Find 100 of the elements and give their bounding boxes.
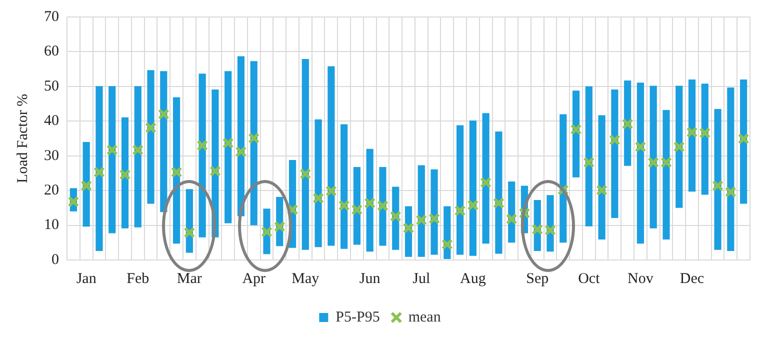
point <box>80 180 92 192</box>
bar <box>676 86 683 208</box>
bar <box>714 108 722 250</box>
point <box>570 124 582 136</box>
bar <box>134 86 142 228</box>
y-tick-label: 10 <box>44 217 59 234</box>
bar <box>224 71 232 224</box>
x-tick-label: Mar <box>176 270 202 287</box>
y-tick-label: 60 <box>44 44 59 60</box>
point <box>274 220 286 232</box>
x-tick-label: Feb <box>126 270 150 287</box>
x-tick-label: Nov <box>628 270 654 287</box>
bar <box>314 119 322 248</box>
y-tick-label: 70 <box>44 8 59 25</box>
x-tick-label: Aug <box>460 270 486 287</box>
legend-label: P5-P95 <box>336 309 380 326</box>
x-tick-label: Jul <box>412 270 430 287</box>
legend-label: mean <box>408 309 442 326</box>
bar <box>740 79 748 204</box>
point <box>222 137 234 149</box>
bar <box>469 120 476 256</box>
point <box>699 127 711 139</box>
point <box>596 184 608 196</box>
point <box>583 156 595 168</box>
point <box>738 133 750 145</box>
point <box>390 210 402 222</box>
point <box>364 197 376 209</box>
bar <box>701 84 708 195</box>
point <box>132 144 144 156</box>
bar <box>456 125 464 255</box>
x-tick-label: Jan <box>76 270 97 287</box>
bar <box>482 113 490 244</box>
bar <box>96 86 103 251</box>
bar <box>495 132 502 254</box>
bar <box>585 86 592 226</box>
point <box>196 140 208 152</box>
bar <box>379 166 386 246</box>
point <box>480 176 492 188</box>
x-tick-label: Dec <box>680 270 704 287</box>
point <box>376 200 388 212</box>
bar <box>636 82 644 244</box>
point <box>544 224 556 236</box>
y-tick-label: 40 <box>44 113 59 130</box>
point <box>93 166 105 178</box>
point <box>608 134 620 146</box>
point <box>622 118 634 130</box>
point <box>492 197 504 209</box>
point <box>648 156 660 168</box>
point <box>441 238 453 250</box>
point <box>402 222 414 234</box>
point <box>158 108 170 120</box>
point <box>673 141 685 153</box>
bar <box>328 66 335 246</box>
point <box>300 168 312 180</box>
point <box>248 132 260 144</box>
point <box>119 168 131 180</box>
x-tick-label: May <box>292 270 320 287</box>
point <box>184 226 196 238</box>
bar <box>611 90 618 218</box>
bar <box>121 117 129 228</box>
point <box>312 192 324 204</box>
point <box>686 126 698 138</box>
bar <box>366 148 374 252</box>
bar <box>727 87 734 251</box>
bar <box>688 79 696 192</box>
point <box>351 204 363 216</box>
bar <box>624 80 632 166</box>
point <box>338 200 350 212</box>
point <box>428 212 440 224</box>
point <box>145 122 157 134</box>
bar <box>598 115 606 240</box>
y-tick-label: 50 <box>44 78 59 94</box>
point <box>68 196 80 208</box>
point <box>261 226 272 238</box>
point <box>416 214 428 226</box>
point <box>454 204 466 216</box>
bar <box>172 97 180 244</box>
bar <box>662 110 670 240</box>
x-tick-label: Sep <box>526 270 549 287</box>
point <box>467 199 479 211</box>
point <box>209 165 221 177</box>
bar <box>237 56 245 216</box>
x-tick-label: Oct <box>578 270 601 287</box>
point <box>724 186 736 198</box>
bar <box>572 90 580 178</box>
point <box>634 141 646 153</box>
y-tick-label: 30 <box>44 148 59 164</box>
bar <box>430 169 438 255</box>
bar <box>198 74 206 238</box>
point <box>325 185 337 197</box>
point <box>660 156 672 168</box>
point <box>712 180 724 192</box>
point <box>235 146 247 158</box>
bar <box>650 86 657 228</box>
point <box>506 213 518 225</box>
bar <box>418 165 425 257</box>
bar <box>302 59 309 250</box>
bar <box>250 61 258 226</box>
y-tick-label: 0 <box>52 252 59 268</box>
bar <box>108 86 116 234</box>
